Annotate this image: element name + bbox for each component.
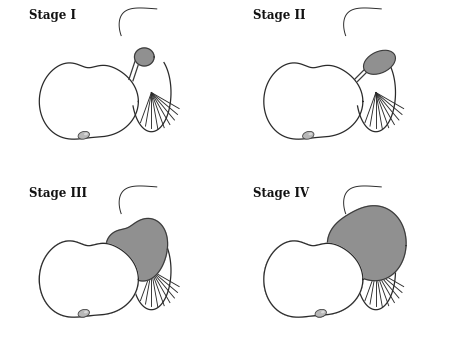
Ellipse shape: [84, 133, 88, 135]
Polygon shape: [327, 206, 406, 281]
Polygon shape: [106, 219, 167, 281]
Ellipse shape: [78, 131, 89, 139]
Polygon shape: [264, 241, 363, 317]
Polygon shape: [40, 63, 138, 139]
Ellipse shape: [321, 311, 325, 313]
Ellipse shape: [78, 309, 89, 317]
Text: Stage IV: Stage IV: [253, 187, 309, 200]
Ellipse shape: [315, 309, 326, 317]
Polygon shape: [40, 241, 138, 317]
Polygon shape: [264, 241, 363, 317]
Ellipse shape: [315, 309, 326, 317]
Polygon shape: [40, 241, 138, 317]
Polygon shape: [135, 48, 154, 66]
Polygon shape: [264, 63, 363, 139]
Ellipse shape: [364, 50, 396, 74]
Ellipse shape: [308, 133, 313, 135]
Ellipse shape: [303, 131, 314, 139]
Ellipse shape: [84, 311, 88, 313]
Text: Stage II: Stage II: [253, 9, 306, 22]
Text: Stage III: Stage III: [29, 187, 87, 200]
Text: Stage I: Stage I: [29, 9, 75, 22]
Ellipse shape: [78, 309, 89, 317]
Ellipse shape: [321, 311, 325, 313]
Ellipse shape: [84, 311, 88, 313]
